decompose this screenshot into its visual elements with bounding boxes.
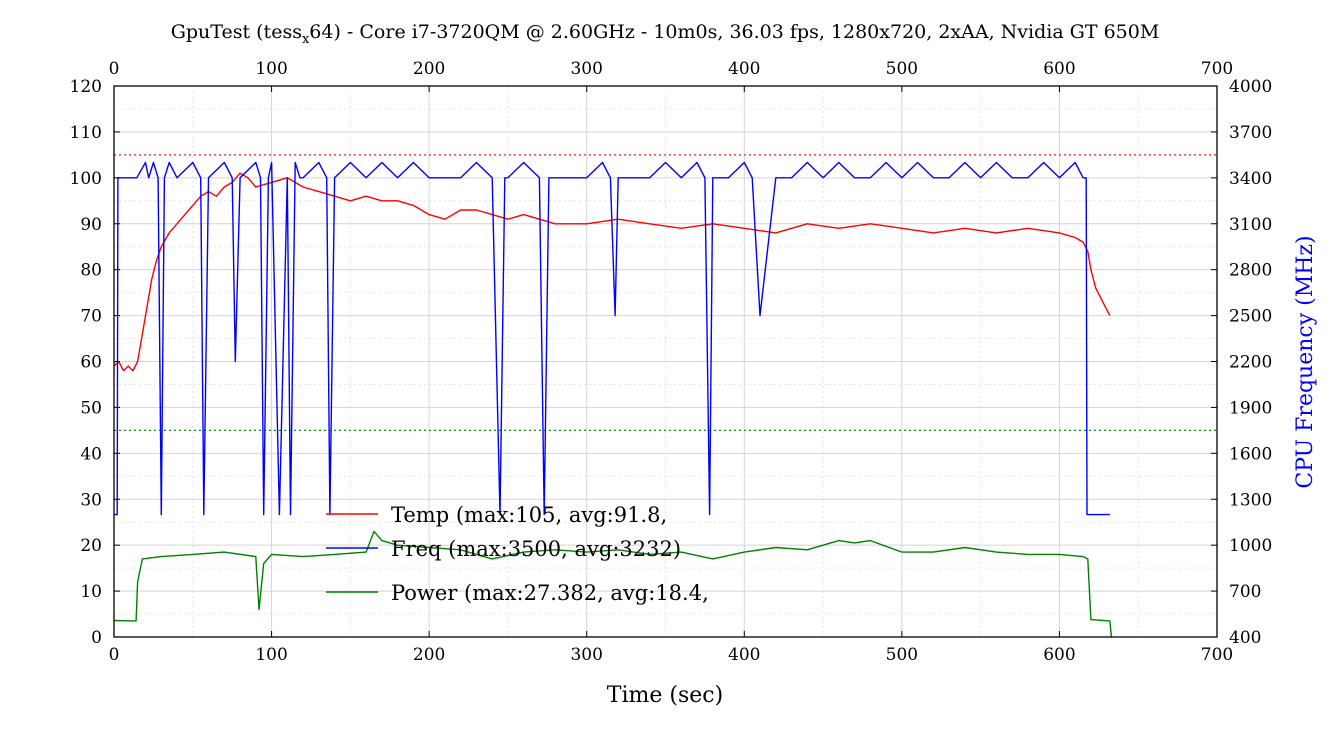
legend: Temp (max:105, avg:91.8, Freq (max:3500,…: [326, 503, 709, 605]
y2-tick-label: 1900: [1229, 398, 1272, 418]
y-tick-label: 60: [80, 353, 102, 373]
y-tick-label: 100: [70, 169, 102, 189]
series-lines: [113, 161, 1113, 638]
y2-tick-label: 3400: [1229, 169, 1272, 189]
series-line-1: [114, 161, 1110, 516]
y-tick-label: 0: [91, 628, 102, 648]
x-tick-label: 700: [1201, 645, 1233, 665]
legend-label-power: Power (max:27.382, avg:18.4,: [391, 581, 709, 605]
x-tick-label: 500: [886, 645, 918, 665]
y2-tick-label: 700: [1229, 582, 1261, 602]
y2-tick-label: 1300: [1229, 490, 1272, 510]
legend-label-temp: Temp (max:105, avg:91.8,: [391, 503, 667, 527]
x-tick-label: 400: [728, 645, 760, 665]
x2-tick-label: 0: [109, 59, 120, 79]
x2-tick-label: 200: [413, 59, 445, 79]
y2-axis-title: CPU Frequency (MHz): [1293, 235, 1318, 488]
y-tick-label: 70: [80, 307, 102, 327]
x2-tick-label: 600: [1043, 59, 1075, 79]
reference-lines: [114, 154, 1217, 431]
x2-tick-label: 100: [255, 59, 287, 79]
x-axis-title: Time (sec): [607, 683, 723, 708]
series-line-2: [113, 530, 1113, 638]
y2-tick-label: 1600: [1229, 444, 1272, 464]
y2-tick-label: 4000: [1229, 77, 1272, 97]
y-tick-label: 90: [80, 215, 102, 235]
chart-title: GpuTest (tessx64) - Core i7-3720QM @ 2.6…: [171, 21, 1160, 47]
y-tick-label: 50: [80, 398, 102, 418]
x2-tick-label: 400: [728, 59, 760, 79]
y-tick-label: 20: [80, 536, 102, 556]
series-line-0: [113, 172, 1111, 372]
grid: [114, 86, 1217, 637]
x2-tick-label: 700: [1201, 59, 1233, 79]
legend-label-freq: Freq (max:3500, avg:3232): [391, 537, 681, 561]
y2-tick-label: 3700: [1229, 123, 1272, 143]
x-tick-label: 600: [1043, 645, 1075, 665]
x-tick-label: 0: [109, 645, 120, 665]
y-tick-label: 110: [70, 123, 102, 143]
y2-tick-label: 2500: [1229, 307, 1272, 327]
y-tick-label: 80: [80, 261, 102, 281]
x2-tick-label: 500: [886, 59, 918, 79]
x-tick-label: 100: [255, 645, 287, 665]
y-tick-label: 30: [80, 490, 102, 510]
x2-tick-label: 300: [570, 59, 602, 79]
y2-tick-label: 3100: [1229, 215, 1272, 235]
y2-tick-label: 400: [1229, 628, 1261, 648]
y-tick-label: 40: [80, 444, 102, 464]
y2-tick-label: 1000: [1229, 536, 1272, 556]
y-tick-label: 120: [70, 77, 102, 97]
x-tick-label: 200: [413, 645, 445, 665]
y2-tick-label: 2800: [1229, 261, 1272, 281]
x-tick-label: 300: [570, 645, 602, 665]
y-tick-label: 10: [80, 582, 102, 602]
y2-tick-label: 2200: [1229, 353, 1272, 373]
